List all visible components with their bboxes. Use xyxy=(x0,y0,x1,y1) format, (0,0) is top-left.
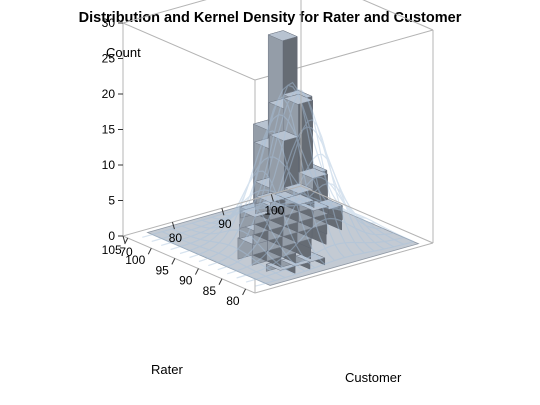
edge-top-front-right xyxy=(362,0,434,31)
customer-tick xyxy=(171,221,175,230)
z-tick-label: 5 xyxy=(108,194,115,208)
customer-tick xyxy=(122,235,126,244)
rater-tick-label: 105 xyxy=(102,243,122,257)
density-surface xyxy=(142,81,414,287)
z-tick-label: 0 xyxy=(108,229,115,243)
edge-top-back-left xyxy=(122,22,256,81)
customer-tick-label: 100 xyxy=(264,203,284,217)
bar xyxy=(284,193,315,208)
axes-layer: 051015202530Count80859095100105Rater7080… xyxy=(102,16,402,385)
edge-floor-back-right xyxy=(254,242,434,294)
rater-tick-label: 100 xyxy=(125,253,145,267)
z-tick-label: 15 xyxy=(102,123,116,137)
customer-axis-label: Customer xyxy=(345,370,402,385)
z-tick-label: 10 xyxy=(102,158,116,172)
customer-tick xyxy=(221,208,225,216)
edge-floor-front-right xyxy=(300,185,434,244)
rater-tick-label: 85 xyxy=(203,284,217,298)
rater-tick xyxy=(242,288,247,296)
rater-tick xyxy=(218,278,223,285)
z-tick-label: 30 xyxy=(102,16,116,30)
customer-tick xyxy=(270,194,274,202)
rater-tick xyxy=(171,258,176,265)
edge-floor-back-left xyxy=(122,235,256,294)
edge-top-front-left xyxy=(122,0,207,24)
rater-tick-label: 95 xyxy=(155,263,169,277)
customer-tick-label: 80 xyxy=(169,231,183,245)
customer-tick-label: 90 xyxy=(218,217,232,231)
chart-title: Distribution and Kernel Density for Rate… xyxy=(78,10,462,26)
rater-tick xyxy=(194,268,199,275)
rater-tick-label: 90 xyxy=(179,274,193,288)
z-tick-label: 25 xyxy=(102,52,116,66)
rater-axis-label: Rater xyxy=(151,362,183,377)
rater-tick xyxy=(124,237,129,245)
rater-tick xyxy=(147,247,152,255)
density-layer xyxy=(142,81,414,287)
z-tick-label: 20 xyxy=(102,87,116,101)
z-axis-label: Count xyxy=(106,45,141,60)
customer-tick-label: 70 xyxy=(119,245,133,259)
rater-tick-label: 80 xyxy=(226,294,240,308)
